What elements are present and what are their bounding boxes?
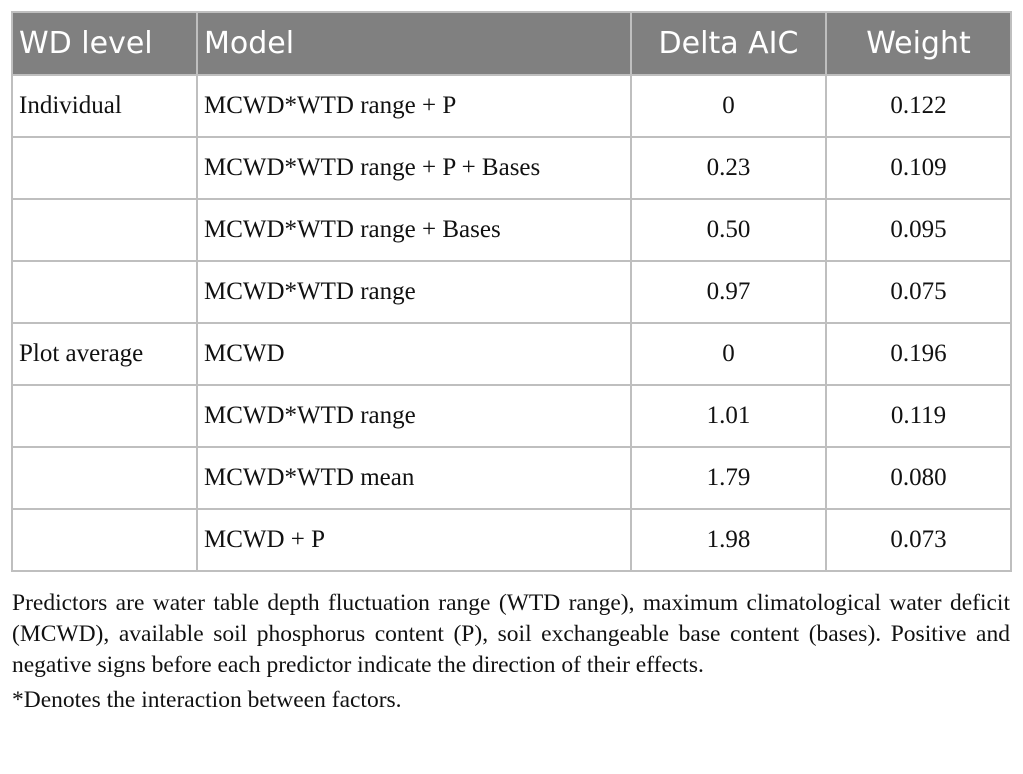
table-row: Plot average MCWD 0 0.196 [11, 322, 1012, 386]
asterisk-footnote: *Denotes the interaction between factors… [12, 687, 402, 713]
header-model: Model [196, 11, 632, 76]
cell-delta-aic: 1.79 [630, 446, 827, 510]
cell-wd-level: Plot average [11, 322, 198, 386]
cell-weight: 0.109 [825, 136, 1012, 200]
cell-model: MCWD*WTD range [196, 384, 632, 448]
header-wd-level: WD level [11, 11, 198, 76]
cell-wd-level [11, 384, 198, 448]
table-row: Individual MCWD*WTD range + P 0 0.122 [11, 74, 1012, 138]
cell-model: MCWD*WTD range [196, 260, 632, 324]
cell-model: MCWD*WTD range + P [196, 74, 632, 138]
model-selection-table: WD level Model Delta AIC Weight Individu… [11, 11, 1012, 572]
cell-weight: 0.119 [825, 384, 1012, 448]
cell-delta-aic: 0.50 [630, 198, 827, 262]
cell-model: MCWD [196, 322, 632, 386]
cell-model: MCWD*WTD range + Bases [196, 198, 632, 262]
cell-weight: 0.196 [825, 322, 1012, 386]
cell-model: MCWD*WTD mean [196, 446, 632, 510]
cell-wd-level [11, 446, 198, 510]
table-row: MCWD*WTD range + P + Bases 0.23 0.109 [11, 136, 1012, 200]
cell-delta-aic: 1.98 [630, 508, 827, 572]
header-weight: Weight [825, 11, 1012, 76]
cell-model: MCWD*WTD range + P + Bases [196, 136, 632, 200]
cell-wd-level [11, 136, 198, 200]
cell-weight: 0.095 [825, 198, 1012, 262]
table-header-row: WD level Model Delta AIC Weight [11, 11, 1012, 76]
header-delta-aic: Delta AIC [630, 11, 827, 76]
cell-weight: 0.080 [825, 446, 1012, 510]
cell-delta-aic: 1.01 [630, 384, 827, 448]
cell-delta-aic: 0 [630, 74, 827, 138]
cell-delta-aic: 0 [630, 322, 827, 386]
table-row: MCWD*WTD mean 1.79 0.080 [11, 446, 1012, 510]
table-notes: Predictors are water table depth fluctua… [12, 588, 1010, 716]
cell-wd-level [11, 508, 198, 572]
predictors-note: Predictors are water table depth fluctua… [12, 590, 1010, 678]
cell-model: MCWD + P [196, 508, 632, 572]
cell-wd-level: Individual [11, 74, 198, 138]
cell-weight: 0.122 [825, 74, 1012, 138]
cell-weight: 0.075 [825, 260, 1012, 324]
table-row: MCWD*WTD range 0.97 0.075 [11, 260, 1012, 324]
cell-delta-aic: 0.23 [630, 136, 827, 200]
cell-delta-aic: 0.97 [630, 260, 827, 324]
cell-weight: 0.073 [825, 508, 1012, 572]
table-row: MCWD*WTD range + Bases 0.50 0.095 [11, 198, 1012, 262]
table-row: MCWD*WTD range 1.01 0.119 [11, 384, 1012, 448]
cell-wd-level [11, 260, 198, 324]
cell-wd-level [11, 198, 198, 262]
table-row: MCWD + P 1.98 0.073 [11, 508, 1012, 572]
model-selection-table-container: WD level Model Delta AIC Weight Individu… [11, 11, 1012, 572]
